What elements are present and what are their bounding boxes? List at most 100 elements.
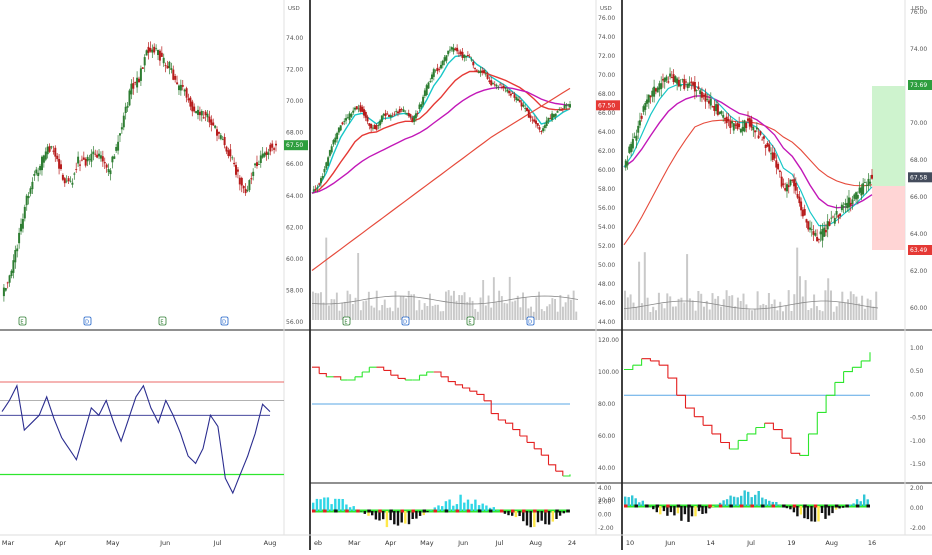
histogram-bar bbox=[765, 499, 767, 506]
bull-candle bbox=[155, 48, 157, 49]
volume-bar bbox=[870, 300, 872, 320]
bull-candle bbox=[313, 189, 315, 191]
bear-candle bbox=[186, 88, 188, 98]
histogram-bar bbox=[842, 506, 844, 508]
event-marker-label[interactable]: E bbox=[344, 320, 347, 326]
volume-bar bbox=[424, 303, 426, 320]
volume-bar bbox=[683, 303, 685, 321]
bear-candle bbox=[271, 144, 273, 148]
bull-candle bbox=[201, 111, 203, 115]
histogram-bar bbox=[789, 506, 791, 509]
bull-candle bbox=[857, 195, 859, 199]
bull-candle bbox=[347, 117, 349, 118]
event-marker-label[interactable]: D bbox=[222, 320, 226, 326]
histogram-bar bbox=[712, 506, 714, 507]
histogram-bar bbox=[474, 500, 476, 511]
histogram-bar bbox=[419, 511, 421, 516]
bear-candle bbox=[539, 127, 541, 130]
bull-candle bbox=[180, 85, 182, 91]
bear-candle bbox=[148, 47, 150, 53]
bull-candle bbox=[553, 114, 555, 117]
histogram-bar bbox=[828, 506, 830, 516]
bull-candle bbox=[220, 135, 222, 139]
volume-bar bbox=[661, 304, 663, 320]
bull-candle bbox=[381, 116, 383, 122]
volume-bar bbox=[363, 301, 365, 320]
bear-candle bbox=[510, 94, 512, 96]
volume-bar bbox=[796, 248, 798, 320]
histogram-bar bbox=[824, 506, 826, 519]
volume-bar bbox=[652, 307, 654, 320]
bear-candle bbox=[528, 110, 530, 118]
bull-candle bbox=[207, 114, 209, 118]
volume-bar bbox=[675, 306, 677, 320]
bear-candle bbox=[562, 109, 564, 110]
event-marker-label[interactable]: D bbox=[85, 320, 89, 326]
bull-candle bbox=[11, 271, 13, 276]
bull-candle bbox=[130, 84, 132, 95]
histogram-signal-dot bbox=[555, 510, 559, 513]
bear-candle bbox=[850, 203, 852, 205]
bull-candle bbox=[843, 206, 845, 207]
histogram-bar bbox=[652, 506, 654, 509]
bull-candle bbox=[426, 85, 428, 95]
bear-candle bbox=[512, 93, 514, 94]
volume-bar bbox=[737, 298, 739, 320]
bear-candle bbox=[56, 156, 58, 159]
bear-candle bbox=[392, 116, 394, 117]
bear-candle bbox=[161, 53, 163, 57]
bear-candle bbox=[205, 112, 207, 116]
histogram-signal-dot bbox=[782, 505, 786, 508]
left-unit-label: USD bbox=[288, 6, 300, 12]
bull-candle bbox=[350, 114, 352, 117]
bull-candle bbox=[197, 110, 199, 115]
event-marker-label[interactable]: D bbox=[403, 320, 407, 326]
bull-candle bbox=[43, 155, 45, 162]
bull-candle bbox=[852, 199, 854, 204]
bear-candle bbox=[96, 155, 98, 158]
event-marker-label[interactable]: E bbox=[20, 320, 23, 326]
bull-candle bbox=[248, 180, 250, 190]
bear-candle bbox=[368, 123, 370, 126]
bull-candle bbox=[676, 79, 678, 84]
histogram-bar bbox=[814, 506, 816, 522]
bull-candle bbox=[567, 104, 569, 105]
bull-candle bbox=[125, 107, 127, 113]
event-marker-label[interactable]: E bbox=[160, 320, 163, 326]
histogram-signal-dot bbox=[511, 510, 515, 513]
bear-candle bbox=[481, 71, 483, 72]
bull-candle bbox=[756, 128, 758, 130]
bear-candle bbox=[797, 194, 799, 198]
step-line-segment bbox=[747, 428, 756, 434]
price-tick-label: 70.00 bbox=[598, 72, 615, 79]
bear-candle bbox=[759, 131, 761, 135]
bear-candle bbox=[436, 68, 438, 71]
bull-candle bbox=[866, 185, 868, 186]
bear-candle bbox=[438, 69, 440, 70]
volume-bar bbox=[395, 291, 397, 320]
histogram-bar bbox=[441, 506, 443, 511]
volume-bar bbox=[813, 295, 815, 321]
bear-candle bbox=[132, 83, 134, 89]
volume-bar bbox=[312, 292, 314, 320]
bear-candle bbox=[703, 95, 705, 97]
step-line-segment bbox=[319, 374, 326, 377]
bull-candle bbox=[28, 196, 30, 198]
histogram-bar bbox=[364, 511, 366, 514]
volume-bar bbox=[445, 292, 447, 320]
event-marker-label[interactable]: E bbox=[468, 320, 471, 326]
step-line-segment bbox=[694, 417, 703, 426]
bull-candle bbox=[264, 153, 266, 157]
bear-candle bbox=[52, 151, 54, 152]
price-tick-label: 46.00 bbox=[598, 300, 615, 307]
step-line-segment bbox=[861, 352, 870, 361]
bull-candle bbox=[163, 58, 165, 63]
event-marker-label[interactable]: D bbox=[528, 320, 532, 326]
bear-candle bbox=[483, 70, 485, 73]
volume-bar bbox=[754, 309, 756, 320]
bull-candle bbox=[413, 116, 415, 122]
volume-bar bbox=[506, 304, 508, 321]
histogram-bar bbox=[733, 497, 735, 506]
bear-candle bbox=[807, 221, 809, 229]
volume-bar bbox=[336, 293, 338, 320]
